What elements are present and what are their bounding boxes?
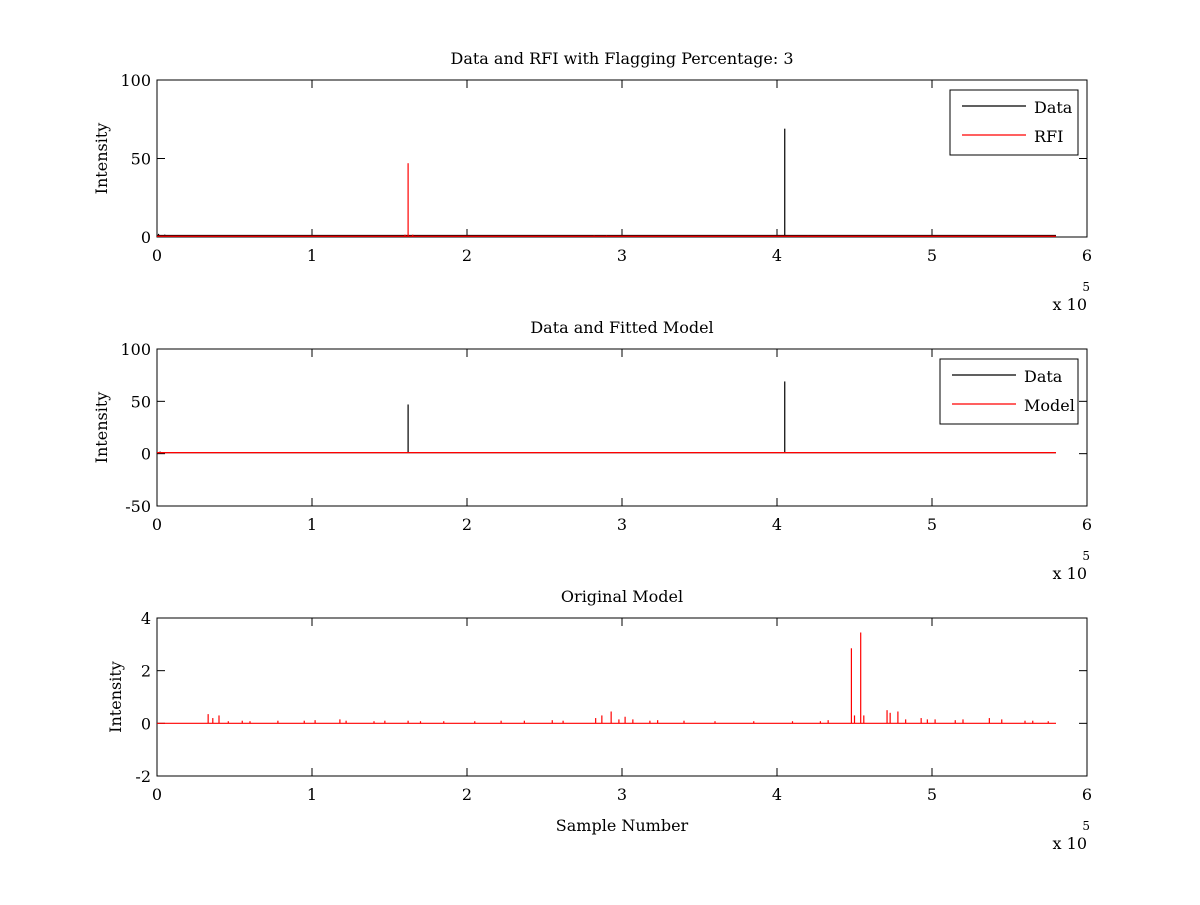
x-multiplier-exponent: 5 (1082, 819, 1090, 833)
x-multiplier-exponent: 5 (1082, 549, 1090, 563)
x-tick-label: 4 (772, 785, 782, 804)
x-tick-label: 5 (927, 785, 937, 804)
y-tick-label: -2 (135, 767, 151, 786)
x-tick-label: 6 (1082, 785, 1092, 804)
legend-box (939, 358, 1079, 425)
x-tick-label: 1 (307, 515, 317, 534)
x-tick-label: 0 (152, 785, 162, 804)
y-tick-label: 100 (120, 340, 151, 359)
series-model (157, 632, 1056, 724)
y-tick-label: 0 (141, 714, 151, 733)
x-multiplier-label: x 10 (1053, 295, 1087, 314)
y-axis-label: Intensity (92, 392, 111, 464)
x-multiplier-label: x 10 (1053, 834, 1087, 853)
x-tick-label: 2 (462, 785, 472, 804)
y-tick-label: 100 (120, 71, 151, 90)
x-tick-label: 5 (927, 246, 937, 265)
x-tick-label: 1 (307, 785, 317, 804)
series-rfi (157, 163, 1056, 237)
x-multiplier-label: x 10 (1053, 564, 1087, 583)
x-tick-label: 6 (1082, 515, 1092, 534)
y-tick-label: 4 (141, 609, 151, 628)
chart-title: Original Model (561, 587, 683, 606)
chart-title: Data and Fitted Model (530, 318, 713, 337)
y-tick-label: 0 (141, 445, 151, 464)
y-tick-label: -50 (125, 497, 151, 516)
x-tick-label: 0 (152, 515, 162, 534)
x-tick-label: 2 (462, 246, 472, 265)
x-multiplier-exponent: 5 (1082, 280, 1090, 294)
x-tick-label: 3 (617, 785, 627, 804)
x-tick-label: 5 (927, 515, 937, 534)
legend-label: RFI (1034, 127, 1063, 146)
x-tick-label: 0 (152, 246, 162, 265)
y-tick-label: 50 (131, 150, 151, 169)
legend: Data Model (939, 358, 1079, 425)
legend-label: Data (1024, 367, 1063, 386)
y-axis-label: Intensity (106, 661, 125, 733)
x-axis-label: Sample Number (556, 816, 689, 835)
x-tick-label: 1 (307, 246, 317, 265)
x-tick-label: 2 (462, 515, 472, 534)
x-tick-label: 4 (772, 246, 782, 265)
x-tick-label: 3 (617, 246, 627, 265)
legend-box (949, 89, 1079, 156)
x-tick-label: 4 (772, 515, 782, 534)
legend: Data RFI (949, 89, 1079, 156)
y-tick-label: 50 (131, 392, 151, 411)
chart-title: Data and RFI with Flagging Percentage: 3 (450, 49, 793, 68)
y-tick-label: 2 (141, 662, 151, 681)
x-tick-label: 6 (1082, 246, 1092, 265)
y-axis-label: Intensity (92, 123, 111, 195)
y-tick-label: 0 (141, 228, 151, 247)
legend-label: Model (1024, 396, 1075, 415)
legend-label: Data (1034, 98, 1073, 117)
x-tick-label: 3 (617, 515, 627, 534)
